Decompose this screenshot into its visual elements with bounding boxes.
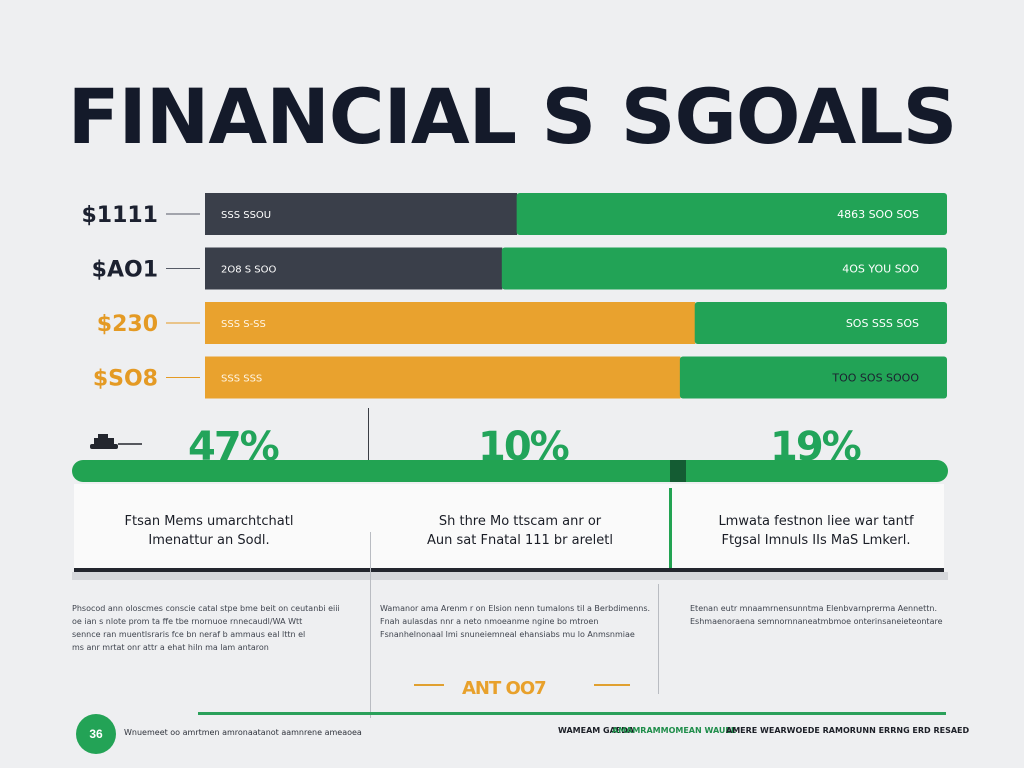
category-label-4: $SO8 [93, 367, 158, 392]
bar-4-right-label: TOO SOS SOOO [831, 372, 919, 385]
bar-3-right-label: SOS SSS SOS [846, 317, 919, 330]
bulldozer-icon [90, 434, 142, 449]
note-3-line-2: Eshmaenoraena semnornnaneatmbmoe onterin… [690, 617, 943, 626]
panel-text-1: Ftsan Mems umarchtchatl Imenattur an Sod… [84, 512, 334, 550]
page-number-badge: 36 [76, 714, 116, 754]
category-label-2: $AO1 [92, 258, 158, 283]
note-1-line-1: Phsocod ann oloscmes conscie catal stpe … [72, 604, 340, 613]
divider-line [368, 408, 369, 460]
category-label-3: $230 [97, 312, 158, 337]
stacked-bar-chart: $1111 SSS SSOU 4863 SOO SOS $AO1 2O8 S SOO 4O… [81, 193, 947, 399]
guide-line-1 [370, 532, 371, 718]
panel-2-line-2: Aun sat Fnatal 111 br areletl [427, 533, 613, 548]
bar-1-right-label: 4863 SOO SOS [837, 208, 919, 221]
note-1-line-4: ms anr mrtat onr attr a ehat hiln ma lam… [72, 643, 269, 652]
panel-2-line-1: Sh thre Mo ttscam anr or [438, 514, 602, 529]
gold-rule-right [594, 684, 630, 686]
bar-4-left-label: SSS SSS [221, 374, 262, 385]
note-1-line-2: oe ian s nlote prom ta ffe tbe rnornuoe … [72, 617, 303, 626]
bar-3-segment-2 [205, 302, 696, 344]
gold-rule-left [414, 684, 444, 686]
info-panel [74, 484, 944, 572]
panel-1-line-2: Imenattur an Sodl. [148, 533, 270, 548]
progress-track [72, 460, 948, 482]
panel-text-2: Sh thre Mo ttscam anr or Aun sat Fnatal … [390, 512, 650, 550]
page-title: FINANCIAL S SGOALS [67, 72, 958, 161]
note-2-line-1: Wamanor ama Arenm r on Elsion nenn tumal… [380, 604, 651, 613]
footer-center-label: ANT OO7 [462, 678, 547, 699]
footer-right-text-b: AMAMRAMMOMEAN WAUEE [612, 726, 737, 735]
footer-rule [198, 712, 946, 715]
bar-2-left-label: 2O8 S SOO [221, 265, 277, 276]
panel-1-line-1: Ftsan Mems umarchtchatl [124, 514, 294, 529]
footer-left-text: Wnuemeet oo amrtmen amronaatanot aamnren… [124, 728, 362, 737]
note-3: Etenan eutr mnaamrnensunntma Elenbvarnpr… [690, 602, 960, 628]
note-2: Wamanor ama Arenm r on Elsion nenn tumal… [380, 602, 652, 641]
note-1-line-3: sennce ran muentlsraris fce bn neraf b a… [72, 630, 306, 639]
panel-3-line-2: Ftgsal Imnuls IIs MaS Lmkerl. [721, 533, 911, 548]
panel-shadow [72, 572, 948, 580]
footer-right-text-c: AMERE WEARWOEDE RAMORUNN ERRNG ERD RESAE… [726, 726, 970, 735]
bar-4-segment-2 [205, 356, 681, 399]
panel-text-3: Lmwata festnon liee war tantf Ftgsal Imn… [690, 512, 942, 550]
progress-marker [670, 460, 686, 482]
bar-1-left-label: SSS SSOU [221, 210, 271, 221]
footer-right-text-a: WAMEAM GAEDA [558, 726, 635, 735]
note-2-line-3: Fsnanhelnonaal lmi snuneiemneal ehansiab… [380, 630, 635, 639]
guide-line-2 [658, 584, 659, 694]
bar-2-right-label: 4OS YOU SOO [842, 263, 919, 276]
panel-divider [669, 488, 672, 568]
category-label-1: $1111 [81, 203, 158, 228]
bar-2-segment-1 [205, 247, 503, 290]
note-3-line-1: Etenan eutr mnaamrnensunntma Elenbvarnpr… [690, 604, 937, 613]
note-2-line-2: Fnah aulasdas nnr a neto nmoeanme ngine … [380, 617, 599, 626]
bar-4-segment-3 [679, 356, 947, 399]
bar-2-segment-3 [501, 247, 947, 290]
bar-1-segment-1 [205, 193, 518, 235]
note-1: Phsocod ann oloscmes conscie catal stpe … [72, 602, 362, 654]
panel-3-line-1: Lmwata festnon liee war tantf [718, 514, 914, 529]
bar-3-segment-3 [694, 302, 947, 344]
bar-1-segment-3 [516, 193, 947, 235]
bar-3-left-label: SSS S-SS [221, 319, 266, 330]
